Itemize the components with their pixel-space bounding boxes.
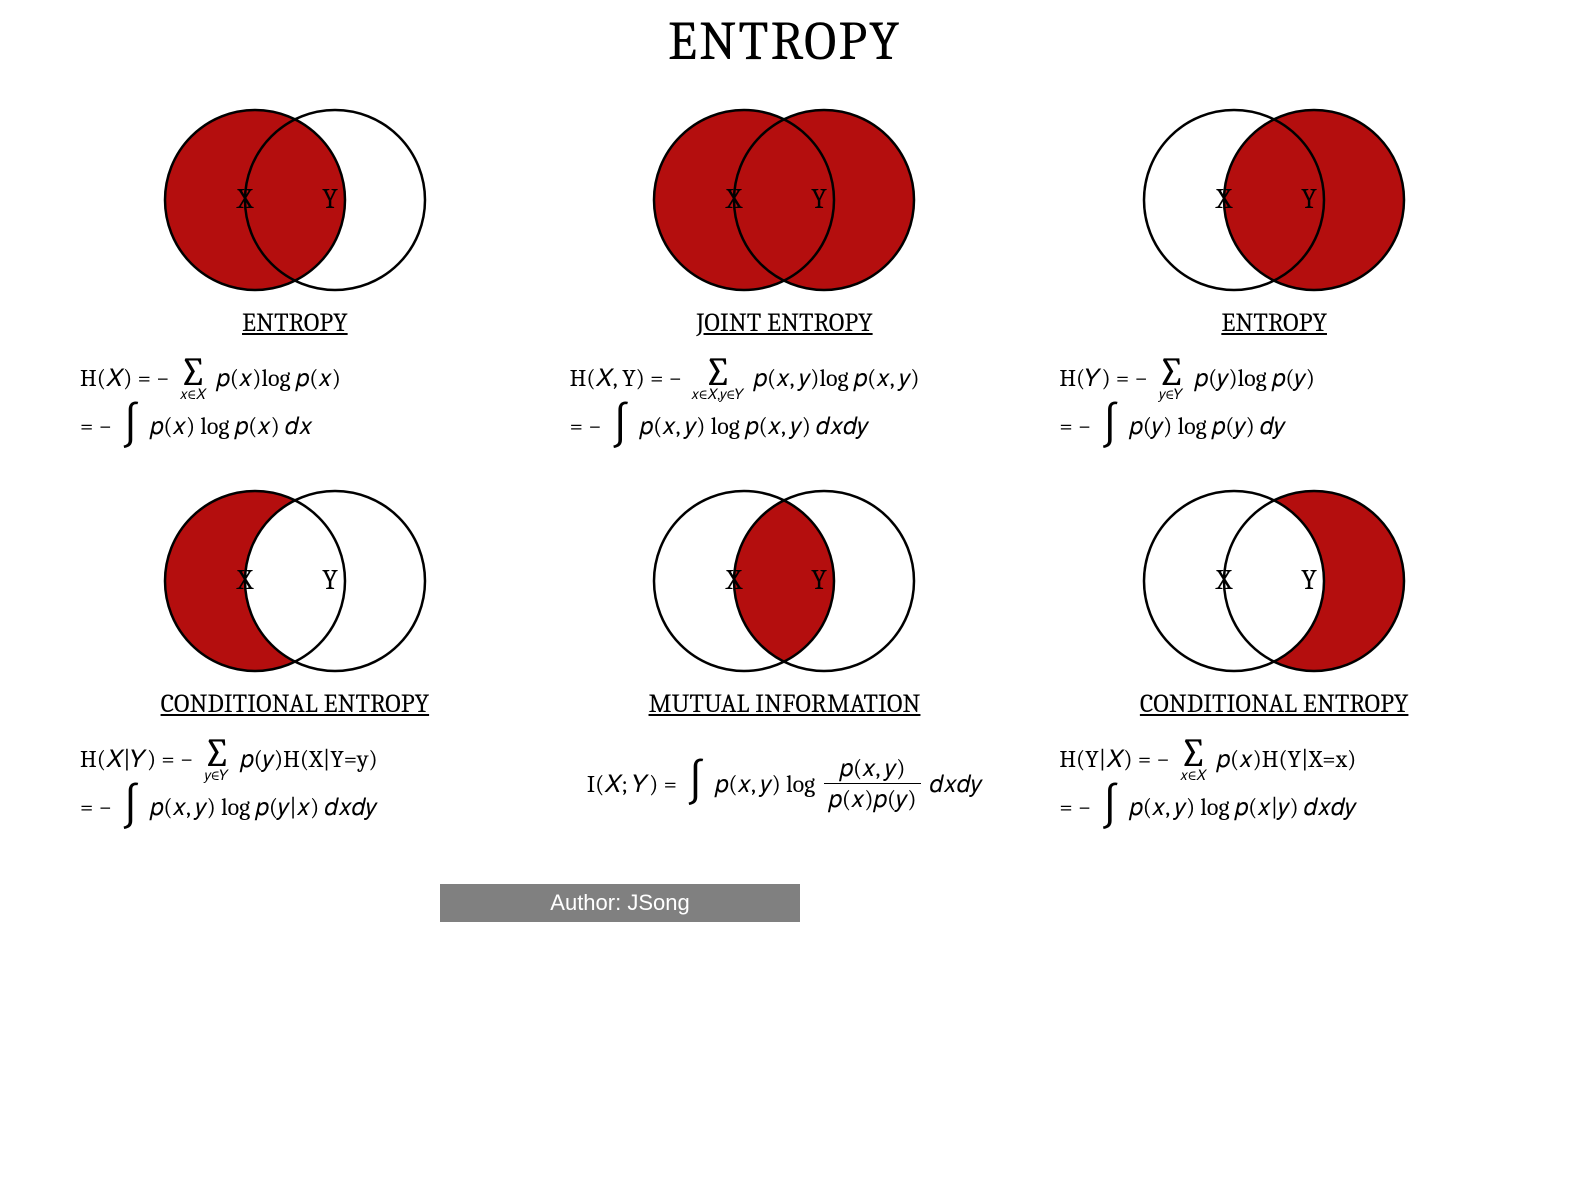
- y-label: Y: [322, 564, 338, 596]
- integral-icon: ∫: [1100, 789, 1120, 826]
- formula-text: 𝑝(𝑥)H(Y|X=x): [1211, 741, 1356, 777]
- formula-text: = −: [1059, 408, 1096, 444]
- sigma-icon: ∑ 𝑦∈𝑌: [1157, 354, 1185, 402]
- venn-diagram: X Y: [1119, 100, 1429, 300]
- formula-block: H(𝑋, Y) = − ∑ 𝑥∈𝑋,𝑦∈𝑌 𝑝(𝑥, 𝑦)log 𝑝(𝑥, 𝑦)…: [570, 348, 1000, 451]
- formula-text: 𝑝(𝑥, 𝑦) log 𝑝(𝑦|𝑥) 𝑑𝑥𝑑𝑦: [145, 789, 377, 825]
- formula-text: I(𝑋; 𝑌) =: [587, 766, 682, 802]
- formula-block: H(𝑋) = − ∑ 𝑥∈𝑋 𝑝(𝑥)log 𝑝(𝑥) = − ∫ 𝑝(𝑥) l…: [80, 348, 510, 451]
- formula-text: 𝑑𝑥𝑑𝑦: [925, 766, 983, 802]
- x-label: X: [236, 564, 254, 596]
- integral-icon: ∫: [121, 408, 141, 445]
- y-label: Y: [812, 564, 828, 596]
- venn-diagram: X Y: [1119, 481, 1429, 681]
- venn-diagram: X Y: [629, 481, 939, 681]
- fraction: 𝑝(𝑥, 𝑦) 𝑝(𝑥)𝑝(𝑦): [824, 755, 920, 813]
- venn-svg: X Y: [1119, 100, 1429, 300]
- cell-subtitle: JOINT ENTROPY: [696, 308, 872, 338]
- integral-icon: ∫: [611, 408, 631, 445]
- venn-svg: X Y: [629, 481, 939, 681]
- x-label: X: [725, 183, 743, 215]
- cell-subtitle: CONDITIONAL ENTROPY: [161, 689, 430, 719]
- formula-text: 𝑝(𝑦)log 𝑝(𝑦): [1189, 360, 1315, 396]
- formula-text: 𝑝(𝑥, 𝑦) log 𝑝(𝑥|𝑦) 𝑑𝑥𝑑𝑦: [1124, 789, 1356, 825]
- formula-text: H(𝑋|𝑌) = −: [80, 741, 199, 777]
- y-label: Y: [1301, 564, 1317, 596]
- x-label: X: [236, 183, 254, 215]
- cell-hy: X Y ENTROPY H(𝑌) = − ∑ 𝑦∈𝑌 𝑝(𝑦)log 𝑝(𝑦) …: [1059, 100, 1489, 451]
- cell-hy_given_x: X Y CONDITIONAL ENTROPY H(Y|𝑋) = − ∑ 𝑥∈𝑋…: [1059, 481, 1489, 832]
- cell-hx_given_y: X Y CONDITIONAL ENTROPY H(𝑋|𝑌) = − ∑ 𝑦∈𝑌…: [80, 481, 510, 832]
- venn-svg: X Y: [140, 100, 450, 300]
- x-label: X: [1215, 183, 1233, 215]
- formula-text: 𝑝(𝑥, 𝑦) log 𝑝(𝑥, 𝑦) 𝑑𝑥𝑑𝑦: [634, 408, 868, 444]
- formula-text: 𝑝(𝑦)H(X|Y=y): [235, 741, 378, 777]
- venn-svg: X Y: [140, 481, 450, 681]
- cell-subtitle: ENTROPY: [1221, 308, 1327, 338]
- page-root: ENTROPY X Y ENTROPY H(𝑋) = − ∑: [0, 0, 1569, 1190]
- formula-block: H(𝑌) = − ∑ 𝑦∈𝑌 𝑝(𝑦)log 𝑝(𝑦) = − ∫ 𝑝(𝑦) l…: [1059, 348, 1489, 451]
- sigma-icon: ∑ 𝑥∈𝑋: [179, 354, 207, 402]
- formula-text: = −: [80, 789, 117, 825]
- cell-subtitle: CONDITIONAL ENTROPY: [1140, 689, 1409, 719]
- venn-diagram: X Y: [140, 100, 450, 300]
- cell-hx: X Y ENTROPY H(𝑋) = − ∑ 𝑥∈𝑋 𝑝(𝑥)log 𝑝(𝑥) …: [80, 100, 510, 451]
- venn-diagram: X Y: [629, 100, 939, 300]
- page-title: ENTROPY: [0, 10, 1569, 73]
- sigma-icon: ∑ 𝑥∈𝑋,𝑦∈𝑌: [691, 354, 744, 402]
- cell-subtitle: ENTROPY: [242, 308, 348, 338]
- formula-text: 𝑝(𝑥, 𝑦) log: [710, 766, 821, 802]
- formula-text: = −: [570, 408, 607, 444]
- formula-text: H(𝑋) = −: [80, 360, 175, 396]
- formula-text: 𝑝(𝑥)log 𝑝(𝑥): [211, 360, 341, 396]
- sigma-icon: ∑ 𝑥∈𝑋: [1179, 735, 1207, 783]
- formula-text: H(𝑋, Y) = −: [570, 360, 688, 396]
- formula-block: H(𝑋|𝑌) = − ∑ 𝑦∈𝑌 𝑝(𝑦)H(X|Y=y) = − ∫ 𝑝(𝑥,…: [80, 729, 510, 832]
- integral-icon: ∫: [686, 765, 706, 802]
- venn-svg: X Y: [629, 100, 939, 300]
- y-label: Y: [322, 183, 338, 215]
- formula-text: H(𝑌) = −: [1059, 360, 1153, 396]
- formula-block: H(Y|𝑋) = − ∑ 𝑥∈𝑋 𝑝(𝑥)H(Y|X=x) = − ∫ 𝑝(𝑥,…: [1059, 729, 1489, 832]
- cell-subtitle: MUTUAL INFORMATION: [649, 689, 921, 719]
- cell-hxy: X Y JOINT ENTROPY H(𝑋, Y) = − ∑ 𝑥∈𝑋,𝑦∈𝑌 …: [570, 100, 1000, 451]
- cell-ixy: X Y MUTUAL INFORMATION I(𝑋; 𝑌) = ∫ 𝑝(𝑥, …: [570, 481, 1000, 832]
- formula-text: H(Y|𝑋) = −: [1059, 741, 1175, 777]
- formula-text: 𝑝(𝑥, 𝑦)log 𝑝(𝑥, 𝑦): [748, 360, 919, 396]
- formula-block: I(𝑋; 𝑌) = ∫ 𝑝(𝑥, 𝑦) log 𝑝(𝑥, 𝑦) 𝑝(𝑥)𝑝(𝑦)…: [570, 749, 1000, 819]
- y-label: Y: [1301, 183, 1317, 215]
- integral-icon: ∫: [121, 789, 141, 826]
- sigma-icon: ∑ 𝑦∈𝑌: [203, 735, 231, 783]
- venn-grid: X Y ENTROPY H(𝑋) = − ∑ 𝑥∈𝑋 𝑝(𝑥)log 𝑝(𝑥) …: [80, 100, 1489, 832]
- formula-text: 𝑝(𝑥) log 𝑝(𝑥) 𝑑𝑥: [145, 408, 313, 444]
- venn-diagram: X Y: [140, 481, 450, 681]
- formula-text: = −: [80, 408, 117, 444]
- y-label: Y: [812, 183, 828, 215]
- x-label: X: [725, 564, 743, 596]
- venn-svg: X Y: [1119, 481, 1429, 681]
- formula-text: = −: [1059, 789, 1096, 825]
- integral-icon: ∫: [1100, 408, 1120, 445]
- author-banner: Author: JSong: [440, 884, 800, 922]
- x-label: X: [1215, 564, 1233, 596]
- formula-text: 𝑝(𝑦) log 𝑝(𝑦) 𝑑𝑦: [1124, 408, 1285, 444]
